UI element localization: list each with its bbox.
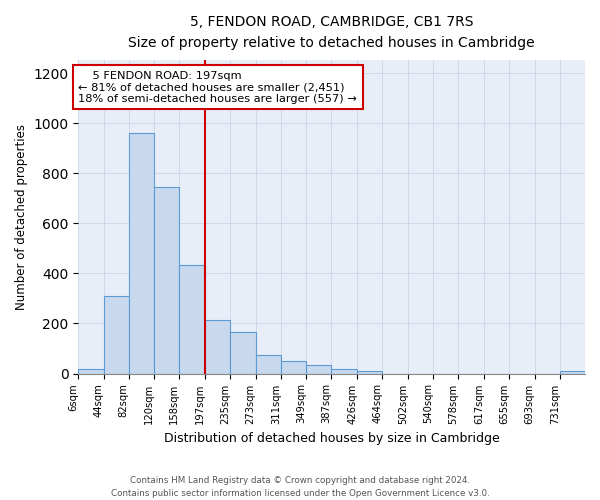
X-axis label: Distribution of detached houses by size in Cambridge: Distribution of detached houses by size … <box>164 432 500 445</box>
Bar <box>357 371 382 374</box>
Bar <box>179 264 205 374</box>
Bar <box>281 361 306 374</box>
Y-axis label: Number of detached properties: Number of detached properties <box>15 124 28 310</box>
Bar <box>129 133 154 374</box>
Text: Contains HM Land Registry data © Crown copyright and database right 2024.
Contai: Contains HM Land Registry data © Crown c… <box>110 476 490 498</box>
Bar <box>230 332 256 374</box>
Bar <box>560 371 585 374</box>
Bar <box>154 187 179 374</box>
Bar <box>306 365 331 374</box>
Bar <box>79 368 104 374</box>
Bar <box>256 355 281 374</box>
Text: 5 FENDON ROAD: 197sqm
← 81% of detached houses are smaller (2,451)
18% of semi-d: 5 FENDON ROAD: 197sqm ← 81% of detached … <box>79 70 357 104</box>
Bar <box>331 368 357 374</box>
Title: 5, FENDON ROAD, CAMBRIDGE, CB1 7RS
Size of property relative to detached houses : 5, FENDON ROAD, CAMBRIDGE, CB1 7RS Size … <box>128 15 535 50</box>
Bar <box>104 296 129 374</box>
Bar <box>205 320 230 374</box>
